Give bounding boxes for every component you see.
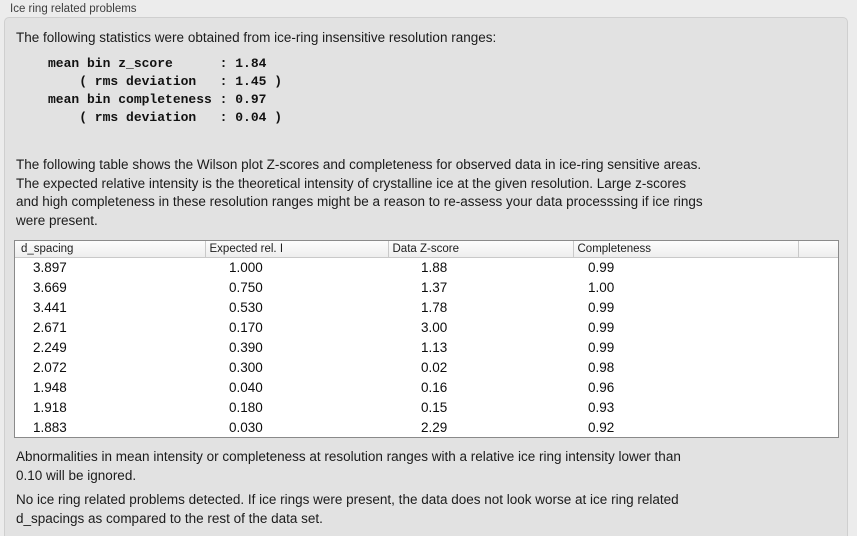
table-cell: 3.441 xyxy=(33,300,67,315)
table-cell: 1.00 xyxy=(588,280,615,295)
table-row[interactable]: 3.897 1.000 1.88 0.99 xyxy=(15,258,838,279)
column-header[interactable]: Expected rel. I xyxy=(204,241,388,258)
column-header[interactable]: Data Z-score xyxy=(387,241,573,258)
table-cell: 0.030 xyxy=(229,420,263,435)
ice-ring-table[interactable]: d_spacing Expected rel. I Data Z-score Comp… xyxy=(14,240,839,438)
table-cell: 0.16 xyxy=(421,380,448,395)
table-header-row: d_spacing Expected rel. I Data Z-score Comp… xyxy=(15,241,838,258)
table-cell: 0.750 xyxy=(229,280,263,295)
table-cell: 0.93 xyxy=(588,400,615,415)
table-cell: 0.300 xyxy=(229,360,263,375)
table-cell: 0.99 xyxy=(588,340,615,355)
ice-ring-table-grid: d_spacing Expected rel. I Data Z-score Comp… xyxy=(15,241,838,438)
table-cell: 1.37 xyxy=(421,280,448,295)
table-cell: 0.180 xyxy=(229,400,263,415)
table-cell-empty xyxy=(798,358,838,378)
table-body: 3.897 1.000 1.88 0.99 3.669 0.750 1.37 1.00 3.44… xyxy=(15,258,838,438)
table-cell: 0.98 xyxy=(588,360,615,375)
table-cell: 0.15 xyxy=(421,400,448,415)
table-cell: 2.072 xyxy=(33,360,67,375)
table-cell: 0.390 xyxy=(229,340,263,355)
table-cell-empty xyxy=(798,318,838,338)
table-row[interactable]: 3.441 0.530 1.78 0.99 xyxy=(15,298,838,318)
table-cell: 1.13 xyxy=(421,340,448,355)
table-cell-empty xyxy=(798,418,838,437)
table-cell: 2.671 xyxy=(33,320,67,335)
table-cell: 1.000 xyxy=(229,260,263,275)
table-cell: 3.00 xyxy=(421,320,448,335)
stats-block: mean bin z_score : 1.84 ( rms deviation … xyxy=(48,56,283,125)
table-cell: 0.96 xyxy=(588,380,615,395)
footnote-text: Abnormalities in mean intensity or compl… xyxy=(16,449,681,483)
table-cell: 0.02 xyxy=(421,360,448,375)
table-row[interactable]: 1.883 0.030 2.29 0.92 xyxy=(15,418,838,437)
table-row[interactable]: 1.918 0.180 0.15 0.93 xyxy=(15,398,838,418)
table-row[interactable]: 2.671 0.170 3.00 0.99 xyxy=(15,318,838,338)
table-cell-empty xyxy=(798,278,838,298)
table-cell: 1.78 xyxy=(421,300,448,315)
table-cell: 0.170 xyxy=(229,320,263,335)
table-cell: 0.530 xyxy=(229,300,263,315)
table-cell: 1.883 xyxy=(33,420,67,435)
conclusion-text: No ice ring related problems detected. I… xyxy=(16,492,679,526)
groupbox-title: Ice ring related problems xyxy=(10,3,137,15)
table-cell: 0.99 xyxy=(588,320,615,335)
table-row[interactable]: 1.948 0.040 0.16 0.96 xyxy=(15,378,838,398)
table-cell: 3.669 xyxy=(33,280,67,295)
table-cell: 0.040 xyxy=(229,380,263,395)
intro-text: The following statistics were obtained f… xyxy=(16,30,497,45)
table-row[interactable]: 2.249 0.390 1.13 0.99 xyxy=(15,338,838,358)
table-cell-empty xyxy=(798,378,838,398)
table-description-text: The following table shows the Wilson plo… xyxy=(16,157,703,228)
column-header[interactable]: Completeness xyxy=(572,241,798,258)
table-cell: 0.99 xyxy=(588,260,615,275)
table-cell-empty xyxy=(798,258,838,279)
column-header[interactable]: d_spacing xyxy=(15,241,205,258)
table-cell-empty xyxy=(798,398,838,418)
table-cell: 0.92 xyxy=(588,420,615,435)
table-cell: 2.249 xyxy=(33,340,67,355)
table-cell: 1.948 xyxy=(33,380,67,395)
table-cell: 1.88 xyxy=(421,260,448,275)
table-row[interactable]: 2.072 0.300 0.02 0.98 xyxy=(15,358,838,378)
table-cell: 3.897 xyxy=(33,260,67,275)
table-cell: 1.918 xyxy=(33,400,67,415)
table-cell: 2.29 xyxy=(421,420,448,435)
table-cell: 0.99 xyxy=(588,300,615,315)
column-header-empty xyxy=(797,241,838,258)
table-row[interactable]: 3.669 0.750 1.37 1.00 xyxy=(15,278,838,298)
table-cell-empty xyxy=(798,298,838,318)
table-cell-empty xyxy=(798,338,838,358)
